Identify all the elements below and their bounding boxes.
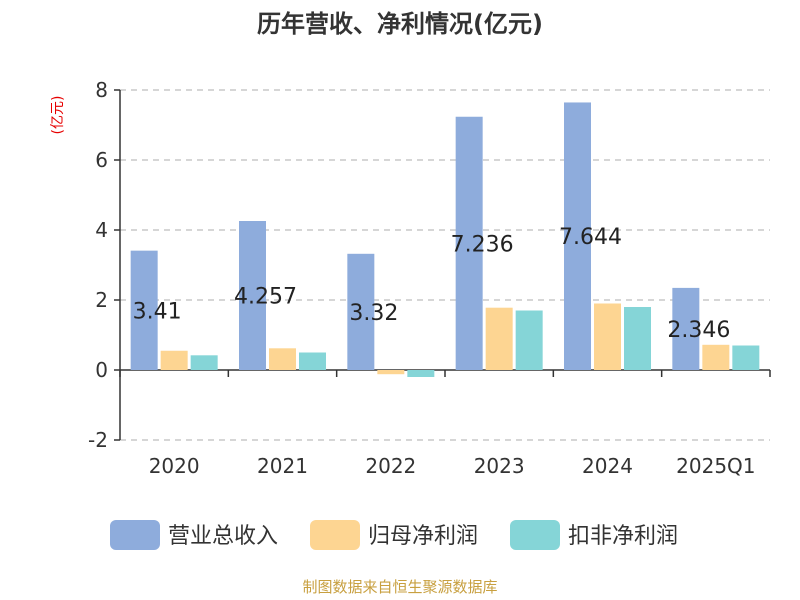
legend-swatch	[310, 520, 360, 550]
bar-1-2023	[455, 116, 483, 371]
data-label: 3.32	[349, 301, 398, 326]
legend-label: 归母净利润	[368, 524, 478, 549]
y-axis-unit: (亿元)	[50, 96, 66, 135]
data-label: 2.346	[667, 318, 730, 343]
bar-2-2023	[485, 307, 513, 370]
y-tick-label: 8	[95, 78, 108, 102]
bars	[130, 102, 760, 377]
x-tick-label: 2025Q1	[676, 454, 755, 478]
bar-3-2020	[190, 355, 218, 370]
bar-2-2024	[594, 303, 621, 370]
data-label: 7.236	[451, 232, 514, 257]
bar-2-2025Q1	[702, 344, 730, 370]
bar-1-2024	[564, 102, 591, 371]
bar-1-2020	[130, 250, 158, 370]
axes: 8 6 4 2 0 -2 2020 2021 2022 2023 2024 2025Q1	[88, 78, 771, 478]
bar-3-2025Q1	[732, 345, 760, 370]
legend-label: 营业总收入	[168, 524, 278, 549]
legend: 营业总收入 归母净利润 扣非净利润	[110, 520, 678, 550]
bar-1-2021	[239, 221, 266, 370]
x-tick-label: 2021	[257, 454, 308, 478]
bar-3-2022	[407, 370, 435, 377]
data-label: 3.41	[133, 299, 182, 324]
bar-3-2021	[299, 352, 326, 370]
y-tick-label: 4	[95, 218, 108, 242]
y-tick-label: 6	[95, 148, 108, 172]
bar-2-2022	[377, 370, 405, 375]
x-tick-label: 2024	[582, 454, 633, 478]
bar-1-2022	[347, 253, 375, 370]
legend-swatch	[510, 520, 560, 550]
y-tick-label: 2	[95, 288, 108, 312]
y-tick-label: 0	[95, 358, 108, 382]
bar-1-2025Q1	[672, 287, 700, 370]
legend-swatch	[110, 520, 160, 550]
bar-3-2024	[624, 307, 651, 370]
y-tick-label: -2	[88, 428, 108, 452]
bar-3-2023	[515, 310, 543, 370]
data-label: 4.257	[234, 285, 297, 310]
x-tick-label: 2023	[474, 454, 525, 478]
source-note: 制图数据来自恒生聚源数据库	[302, 578, 497, 596]
bar-2-2021	[269, 348, 296, 370]
data-labels: 3.41 4.257 3.32 7.236 7.644 2.346	[133, 225, 731, 343]
bar-2-2020	[160, 350, 188, 370]
data-label: 7.644	[559, 225, 622, 250]
legend-label: 扣非净利润	[568, 524, 678, 549]
x-tick-label: 2022	[365, 454, 416, 478]
grid-lines	[120, 89, 770, 441]
x-tick-label: 2020	[149, 454, 200, 478]
chart-title: 历年营收、净利情况(亿元)	[257, 10, 543, 38]
